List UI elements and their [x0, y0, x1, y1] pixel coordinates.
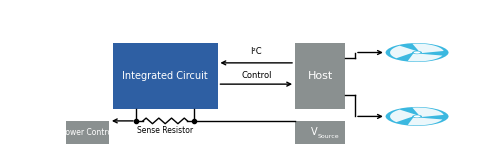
Polygon shape	[408, 118, 442, 125]
Text: I²C: I²C	[250, 47, 262, 56]
Bar	[113, 43, 218, 109]
Polygon shape	[412, 44, 444, 53]
Text: V: V	[310, 127, 317, 137]
Text: Power Control: Power Control	[61, 128, 114, 137]
Circle shape	[414, 51, 420, 54]
Polygon shape	[412, 108, 444, 117]
Circle shape	[384, 106, 450, 127]
Bar	[295, 121, 346, 144]
Polygon shape	[408, 54, 442, 61]
Circle shape	[384, 42, 450, 63]
Bar	[295, 43, 346, 109]
Bar	[66, 121, 109, 144]
Text: Integrated Circuit: Integrated Circuit	[122, 71, 208, 81]
Text: Control: Control	[241, 71, 272, 80]
Text: Source: Source	[318, 134, 340, 139]
Circle shape	[414, 115, 420, 118]
Text: Host: Host	[308, 71, 333, 81]
Polygon shape	[390, 110, 416, 122]
Text: Sense Resistor: Sense Resistor	[137, 126, 193, 135]
Polygon shape	[390, 46, 416, 58]
